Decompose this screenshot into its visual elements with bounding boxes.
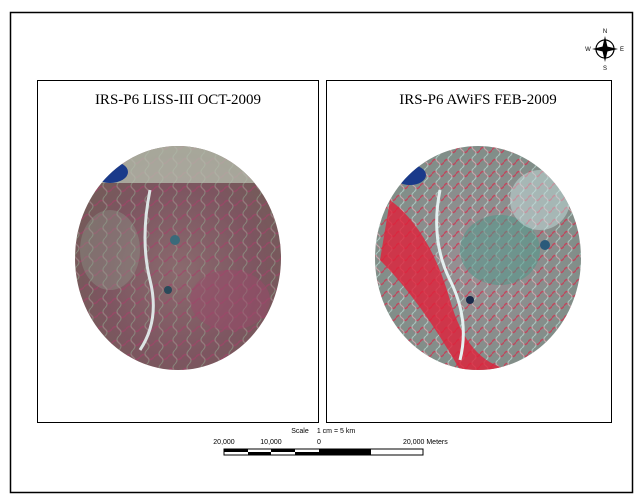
scale-label: 20,000 (213, 439, 235, 446)
scale-title: Scale (291, 428, 309, 435)
compass-label: W (585, 47, 591, 53)
scale-label: 20,000 Meters (403, 439, 448, 446)
panel-title: IRS-P6 AWiFS FEB-2009 (399, 92, 556, 108)
compass-label: N (603, 29, 607, 35)
scale-label: 0 (317, 439, 321, 446)
panel-title: IRS-P6 LISS-III OCT-2009 (95, 92, 261, 108)
compass-label: S (603, 66, 607, 72)
compass-label: E (620, 47, 624, 53)
scale-ratio: 1 cm = 5 km (317, 428, 355, 435)
map-figure: IRS-P6 LISS-III OCT-2009 IRS-P6 AWiFS FE… (0, 0, 639, 498)
scale-label: 10,000 (260, 439, 282, 446)
